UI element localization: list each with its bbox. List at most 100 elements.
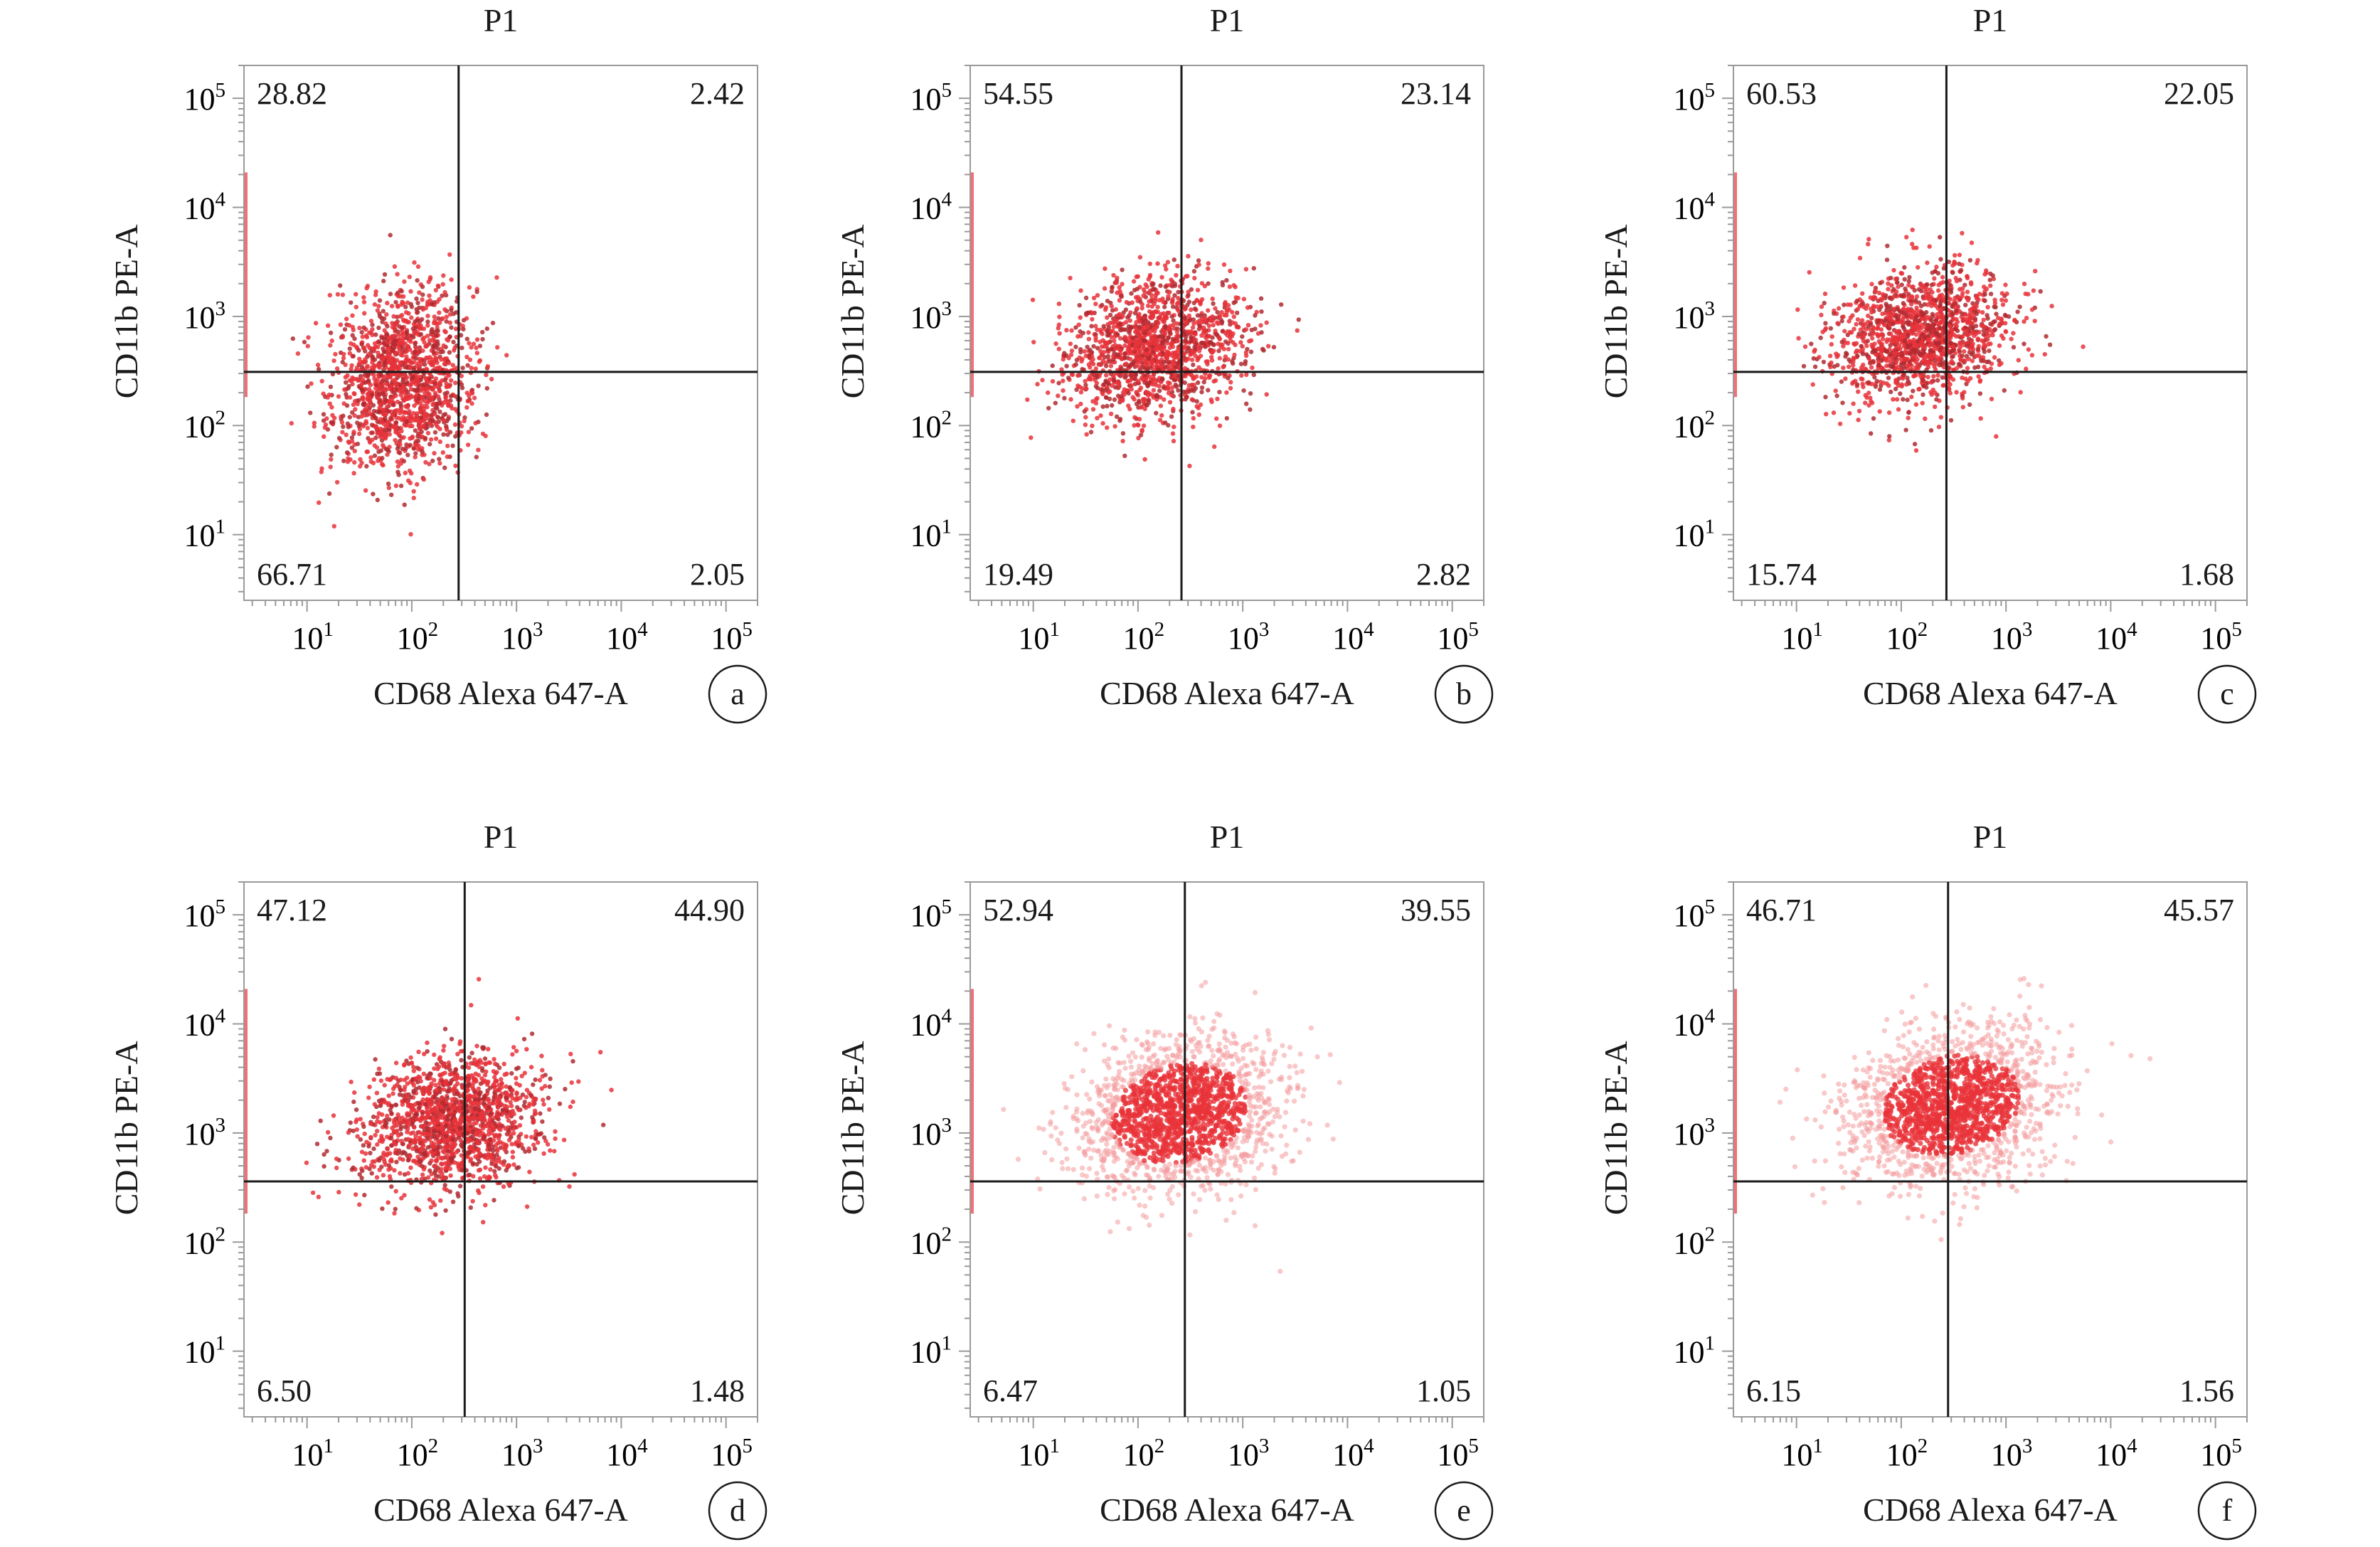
event-point [1937,325,1943,331]
event-point [410,375,415,380]
event-point [346,383,351,389]
event-point [1889,283,1894,288]
event-point [1198,402,1204,408]
event-point [1997,343,2002,349]
event-point [436,419,441,424]
event-point [365,363,370,368]
event-point [1132,422,1137,428]
event-point [362,311,367,316]
event-point [1948,297,1953,302]
event-point [1095,293,1100,298]
event-point [1196,343,1201,349]
event-point [1924,367,1929,372]
event-point [411,334,416,340]
event-point [1916,324,1921,329]
event-point [1132,311,1138,316]
event-point [329,452,334,457]
axis-event-strip [245,172,248,398]
event-point [1869,400,1875,405]
event-point [1887,352,1892,357]
event-point [354,366,360,371]
event-point [1903,427,1908,432]
event-point [514,1075,519,1080]
event-point [400,379,405,384]
event-point [426,302,431,307]
event-point [1862,321,1868,326]
event-point [1930,289,1935,295]
event-point [1880,333,1886,338]
event-point [461,326,466,331]
event-point [449,277,454,282]
event-point [1138,405,1144,410]
event-point [1101,324,1106,329]
event-point [1066,356,1071,361]
event-point [1230,309,1235,315]
event-point [1893,386,1898,391]
event-point [442,1043,447,1048]
event-point [1046,405,1051,410]
event-point [1084,386,1089,391]
event-point [1093,302,1098,307]
event-point [1893,356,1898,361]
event-point [413,356,419,361]
event-point [1186,313,1191,319]
event-point [390,349,395,353]
event-point [1988,292,1994,297]
event-point [1938,281,1943,286]
event-point [2009,336,2014,341]
event-point [1154,324,1159,329]
event-point [1906,279,1911,284]
event-point [1174,339,1179,344]
event-point [440,450,445,455]
event-point [396,341,401,346]
event-point [1088,430,1094,435]
event-point [1829,334,1834,339]
panel-letter-circle [2197,664,2257,724]
event-point [340,334,345,340]
event-point [386,358,391,363]
event-point [1251,372,1256,378]
event-point [1221,262,1227,267]
y-tick-label: 105 [910,79,952,117]
event-point [403,310,409,315]
event-point [405,390,410,395]
event-point [447,361,452,366]
event-point [1129,387,1134,392]
event-point [1896,285,1901,289]
event-point [1897,367,1902,372]
event-point [403,364,408,370]
event-point [1142,406,1147,411]
event-point [351,430,356,435]
event-point [392,326,397,331]
event-point [1985,304,1990,309]
event-point [1863,366,1868,371]
event-point [1112,338,1117,344]
event-point [1266,344,1271,349]
event-point [441,343,446,349]
event-point [442,289,447,295]
event-point [1163,284,1168,289]
event-point [384,427,390,432]
event-point [1244,372,1249,378]
event-point [1850,313,1855,318]
event-point [1899,319,1905,324]
event-point [1209,354,1214,360]
event-point [312,420,317,425]
event-point [1091,295,1097,301]
event-point [1206,373,1212,378]
event-point [1891,307,1897,312]
event-point [1866,356,1871,361]
event-point [1940,275,1945,280]
event-point [352,459,357,465]
event-point [1105,403,1110,409]
event-point [1173,365,1179,370]
event-point [383,412,388,417]
event-point [1837,421,1843,427]
event-point [2011,331,2016,336]
event-point [1144,348,1149,353]
event-point [474,337,480,342]
scatter-points [304,977,614,1235]
event-point [1084,432,1089,437]
event-point [392,264,398,269]
